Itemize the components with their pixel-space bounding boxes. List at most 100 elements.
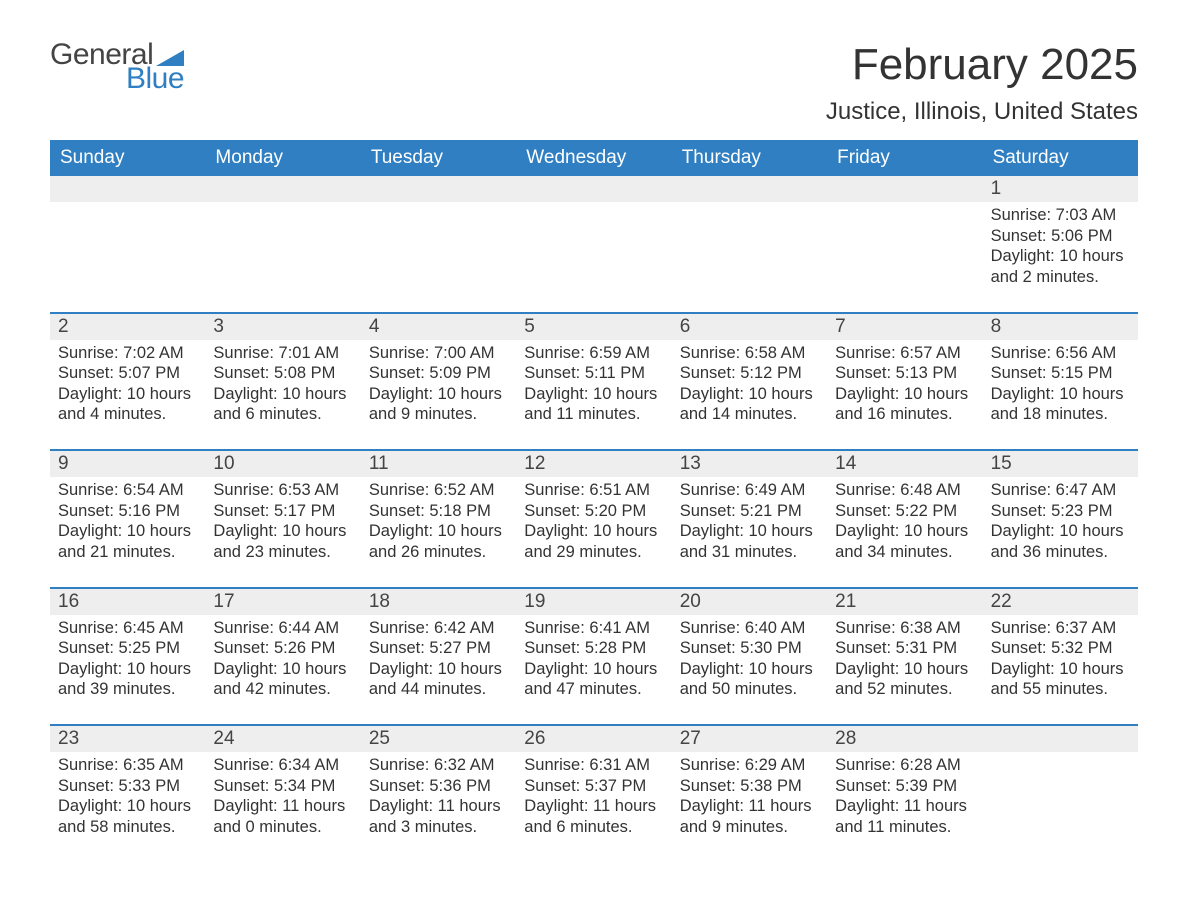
daylight-text: Daylight: 10 hours and 11 minutes. (524, 384, 663, 425)
week-daynum-row: 9101112131415 (50, 449, 1138, 477)
day-number: 21 (827, 589, 982, 615)
sunset-text: Sunset: 5:28 PM (524, 638, 663, 659)
daylight-text: Daylight: 11 hours and 0 minutes. (213, 796, 352, 837)
week-daynum-row: 1 (50, 176, 1138, 202)
weekday-label: Monday (205, 140, 360, 176)
day-detail: Sunrise: 6:37 AMSunset: 5:32 PMDaylight:… (983, 615, 1138, 707)
sunset-text: Sunset: 5:16 PM (58, 501, 197, 522)
day-detail: Sunrise: 6:54 AMSunset: 5:16 PMDaylight:… (50, 477, 205, 569)
day-number: 25 (361, 726, 516, 752)
day-number: 16 (50, 589, 205, 615)
day-detail (827, 202, 982, 294)
sunrise-text: Sunrise: 6:59 AM (524, 343, 663, 364)
week-detail-row: Sunrise: 6:45 AMSunset: 5:25 PMDaylight:… (50, 615, 1138, 707)
week-detail-row: Sunrise: 7:02 AMSunset: 5:07 PM Daylight:… (50, 340, 1138, 432)
sunrise-text: Sunrise: 6:40 AM (680, 618, 819, 639)
daylight-text: Daylight: 11 hours and 6 minutes. (524, 796, 663, 837)
daylight-text: Daylight: 10 hours and 44 minutes. (369, 659, 508, 700)
week-daynum-row: 232425262728 (50, 724, 1138, 752)
sunrise-text: Sunrise: 6:56 AM (991, 343, 1130, 364)
day-number: 9 (50, 451, 205, 477)
sunrise-text: Sunrise: 6:47 AM (991, 480, 1130, 501)
day-detail: Sunrise: 6:52 AMSunset: 5:18 PMDaylight:… (361, 477, 516, 569)
day-detail: Sunrise: 6:34 AMSunset: 5:34 PMDaylight:… (205, 752, 360, 844)
week-detail-row: Sunrise: 6:35 AMSunset: 5:33 PMDaylight:… (50, 752, 1138, 844)
weekday-label: Saturday (983, 140, 1138, 176)
sunrise-text: Sunrise: 6:28 AM (835, 755, 974, 776)
day-detail: Sunrise: 7:02 AMSunset: 5:07 PMDaylight:… (50, 340, 205, 432)
sunset-text: Sunset: 5:32 PM (991, 638, 1130, 659)
day-number: 5 (516, 314, 671, 340)
sunrise-text: Sunrise: 6:53 AM (213, 480, 352, 501)
day-detail (672, 202, 827, 294)
day-detail: Sunrise: 6:48 AMSunset: 5:22 PMDaylight:… (827, 477, 982, 569)
sunset-text: Sunset: 5:26 PM (213, 638, 352, 659)
day-number (827, 176, 982, 202)
day-number: 2 (50, 314, 205, 340)
day-detail: Sunrise: 6:42 AMSunset: 5:27 PMDaylight:… (361, 615, 516, 707)
sunset-text: Sunset: 5:21 PM (680, 501, 819, 522)
sunrise-text: Sunrise: 6:38 AM (835, 618, 974, 639)
day-detail (205, 202, 360, 294)
day-detail: Sunrise: 6:49 AMSunset: 5:21 PMDaylight:… (672, 477, 827, 569)
sunset-text: Sunset: 5:30 PM (680, 638, 819, 659)
daylight-text: Daylight: 10 hours and 21 minutes. (58, 521, 197, 562)
sunrise-text: Sunrise: 6:49 AM (680, 480, 819, 501)
sunset-text: Sunset: 5:09 PM (369, 363, 508, 384)
sunrise-text: Sunrise: 6:29 AM (680, 755, 819, 776)
daylight-text: Daylight: 10 hours and 36 minutes. (991, 521, 1130, 562)
sunrise-text: Sunrise: 6:44 AM (213, 618, 352, 639)
week-detail-row: Sunrise: 6:54 AMSunset: 5:16 PMDaylight:… (50, 477, 1138, 569)
daylight-text: Daylight: 10 hours and 16 minutes. (835, 384, 974, 425)
daylight-text: Daylight: 11 hours and 11 minutes. (835, 796, 974, 837)
weekday-header: Sunday Monday Tuesday Wednesday Thursday… (50, 140, 1138, 176)
day-detail: Sunrise: 6:40 AMSunset: 5:30 PMDaylight:… (672, 615, 827, 707)
day-number (983, 726, 1138, 752)
sunset-text: Sunset: 5:23 PM (991, 501, 1130, 522)
sunrise-text: Sunrise: 6:58 AM (680, 343, 819, 364)
day-number: 17 (205, 589, 360, 615)
day-detail: Sunrise: 6:38 AMSunset: 5:31 PMDaylight:… (827, 615, 982, 707)
sunset-text: Sunset: 5:08 PM (213, 363, 352, 384)
sunrise-text: Sunrise: 6:54 AM (58, 480, 197, 501)
sunrise-text: Sunrise: 7:00 AM (369, 343, 508, 364)
day-detail: Sunrise: 6:29 AMSunset: 5:38 PMDaylight:… (672, 752, 827, 844)
day-detail: Sunrise: 6:58 AMSunset: 5:12 PMDaylight:… (672, 340, 827, 432)
daylight-text: Daylight: 10 hours and 55 minutes. (991, 659, 1130, 700)
sunrise-text: Sunrise: 6:52 AM (369, 480, 508, 501)
weeks-container: 1Sunrise: 7:03 AMSunset: 5:06 PMDaylight… (50, 176, 1138, 844)
day-detail: Sunrise: 6:53 AMSunset: 5:17 PMDaylight:… (205, 477, 360, 569)
day-detail: Sunrise: 6:57 AMSunset: 5:13 PMDaylight:… (827, 340, 982, 432)
sunrise-text: Sunrise: 6:51 AM (524, 480, 663, 501)
day-number: 27 (672, 726, 827, 752)
sunset-text: Sunset: 5:13 PM (835, 363, 974, 384)
daylight-text: Daylight: 10 hours and 47 minutes. (524, 659, 663, 700)
day-detail (983, 752, 1138, 844)
title-month: February 2025 (826, 40, 1138, 90)
day-detail: Sunrise: 7:03 AMSunset: 5:06 PMDaylight:… (983, 202, 1138, 294)
day-number: 10 (205, 451, 360, 477)
sunrise-text: Sunrise: 6:57 AM (835, 343, 974, 364)
week-daynum-row: 2345678 (50, 312, 1138, 340)
sunrise-text: Sunrise: 7:02 AM (58, 343, 197, 364)
sunset-text: Sunset: 5:27 PM (369, 638, 508, 659)
sunset-text: Sunset: 5:07 PM (58, 363, 197, 384)
daylight-text: Daylight: 10 hours and 18 minutes. (991, 384, 1130, 425)
day-detail: Sunrise: 6:35 AMSunset: 5:33 PMDaylight:… (50, 752, 205, 844)
week-daynum-row: 16171819202122 (50, 587, 1138, 615)
day-number: 24 (205, 726, 360, 752)
day-detail: Sunrise: 6:45 AMSunset: 5:25 PMDaylight:… (50, 615, 205, 707)
day-number: 22 (983, 589, 1138, 615)
day-number: 3 (205, 314, 360, 340)
day-number (50, 176, 205, 202)
day-detail (50, 202, 205, 294)
day-number: 23 (50, 726, 205, 752)
sunset-text: Sunset: 5:18 PM (369, 501, 508, 522)
day-number: 14 (827, 451, 982, 477)
daylight-text: Daylight: 10 hours and 9 minutes. (369, 384, 508, 425)
day-number: 26 (516, 726, 671, 752)
daylight-text: Daylight: 10 hours and 31 minutes. (680, 521, 819, 562)
sunset-text: Sunset: 5:25 PM (58, 638, 197, 659)
weekday-label: Friday (827, 140, 982, 176)
sunset-text: Sunset: 5:31 PM (835, 638, 974, 659)
